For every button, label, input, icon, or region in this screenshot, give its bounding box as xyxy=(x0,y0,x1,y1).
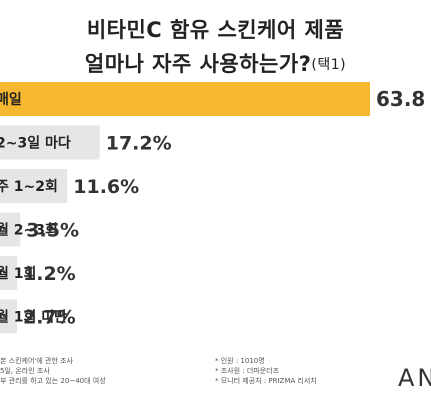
chart-title-line2: 얼마나 자주 사용하는가?(택1) xyxy=(0,48,431,78)
footer-right-line: * 조사원 : 더파운더즈 xyxy=(215,367,280,375)
chart-title-line1: 비타민C 함유 스킨케어 제품 xyxy=(86,18,345,42)
footer-right: * 인원 : 1010명 * 조사원 : 더파운더즈 * 모니터 제공처 : P… xyxy=(215,356,317,386)
bar-5 xyxy=(0,299,17,334)
bar-chart: 매일 63.8 2~3일 마다 17.2% 주 1~2회 11.6% 월 2~3회3.5% 월… xyxy=(0,82,425,334)
chart-title-text: 얼마나 자주 사용하는가? xyxy=(84,52,312,76)
footer-right-line: * 인원 : 1010명 xyxy=(215,357,265,365)
bar-3 xyxy=(0,212,21,247)
footer-left-line: 5일, 온라인 조사 xyxy=(0,367,50,375)
category-label-5: 월 1회 미만 xyxy=(0,309,67,326)
bar-0 xyxy=(0,82,370,116)
value-label-4: 1.2% xyxy=(23,263,76,285)
category-label-2: 주 1~2회 xyxy=(0,179,58,195)
value-label-2: 11.6% xyxy=(73,176,139,198)
category-label-1: 2~3일 마다 xyxy=(0,136,71,152)
category-label-0: 매일 xyxy=(0,92,22,108)
bar-2 xyxy=(0,169,68,203)
value-label-5: 2.7% xyxy=(23,307,76,329)
footer-right-line: * 모니터 제공처 : PRIZMA 리서치 xyxy=(215,377,317,385)
category-label-3: 월 2~3회 xyxy=(0,222,58,239)
value-label-3: 3.5% xyxy=(26,220,79,242)
bar-1 xyxy=(0,125,100,160)
bar-4 xyxy=(0,256,17,290)
brand-logo: AN xyxy=(398,364,431,392)
value-label-0: 63.8 xyxy=(376,87,425,111)
footer-left-line: 부 관리를 하고 있는 20~40대 여성 xyxy=(0,377,106,385)
footer-left-line: 본 스킨케어'에 관한 조사 xyxy=(0,357,73,365)
footer-left: 본 스킨케어'에 관한 조사 5일, 온라인 조사 부 관리를 하고 있는 20… xyxy=(0,356,106,386)
chart-title-note: (택1) xyxy=(311,57,347,73)
category-label-4: 월 1회 xyxy=(0,265,36,282)
value-label-1: 17.2% xyxy=(106,133,172,155)
